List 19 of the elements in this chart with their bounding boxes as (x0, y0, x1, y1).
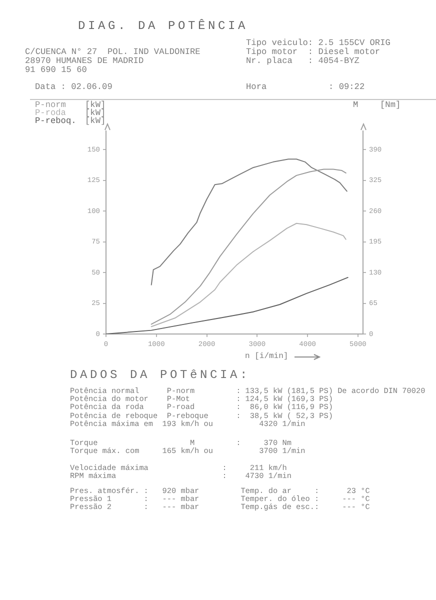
text: P-norm (35, 100, 66, 110)
x-axis-title: n [i/min] (245, 352, 288, 361)
text: Tipo motor : Diesel motor (246, 47, 380, 57)
text: Tipo veiculo: 2.5 155CV ORIG (246, 38, 390, 48)
text: 91 690 15 60 (25, 65, 87, 76)
text: [kW] (85, 100, 106, 110)
text: DADOS DA POTêNCIA: (70, 368, 250, 382)
chart-title: DIAG. DA POTÊNCIA (78, 19, 248, 33)
text: Data : 02.06.09 (35, 82, 112, 92)
y2-axis-title: [Nm] (380, 100, 401, 110)
text: C/CUENCA N° 27 POL. IND VALDONIRE (25, 47, 200, 57)
text: [kW] (85, 108, 106, 118)
text: Hora : 09:22 (246, 82, 365, 92)
y-axis-title: [kW] (85, 116, 106, 126)
text: P-roda (35, 108, 66, 118)
text: M (353, 100, 358, 110)
text: 28970 HUMANES DE MADRID (25, 56, 144, 66)
text: P-reboq. (35, 116, 76, 126)
text: Nr. placa : 4054-BYZ (246, 56, 360, 66)
